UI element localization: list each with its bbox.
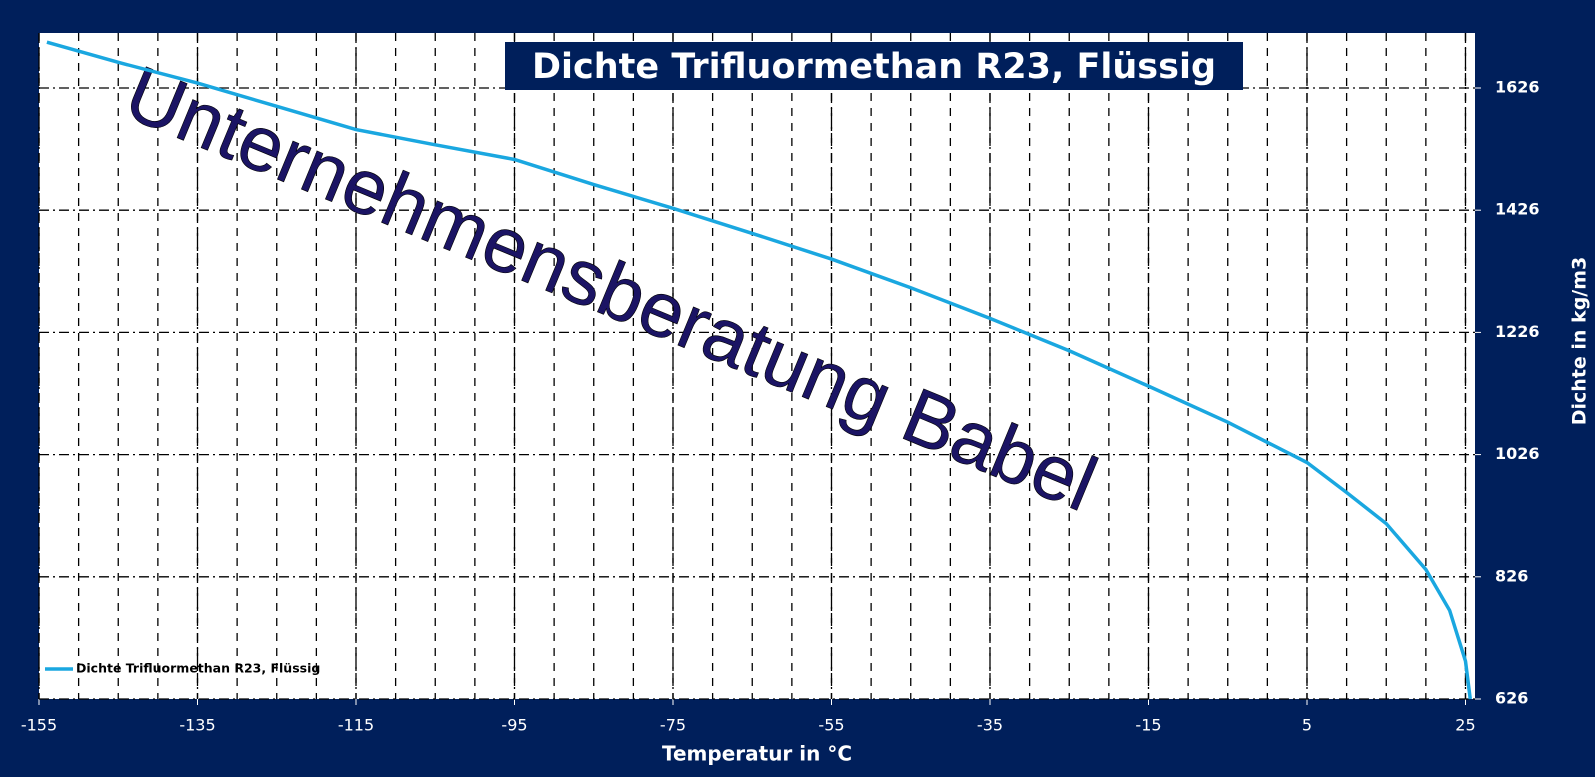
y-tick-label: 1426 xyxy=(1495,200,1540,219)
x-tick-label: -135 xyxy=(179,716,215,735)
y-tick-label: 826 xyxy=(1495,566,1528,585)
y-tick-label: 626 xyxy=(1495,689,1528,708)
plot-area xyxy=(39,33,1475,699)
x-tick-label: -115 xyxy=(338,716,374,735)
x-axis-label: Temperatur in °C xyxy=(662,742,852,766)
x-tick-label: -35 xyxy=(977,716,1003,735)
x-tick-label: 5 xyxy=(1302,716,1312,735)
y-tick-label: 1026 xyxy=(1495,444,1540,463)
y-axis-label: Dichte in kg/m3 xyxy=(1569,257,1591,426)
x-tick-label: -55 xyxy=(818,716,844,735)
y-tick-label: 1626 xyxy=(1495,77,1540,96)
x-tick-label: -15 xyxy=(1135,716,1161,735)
chart-title: Dichte Trifluormethan R23, Flüssig xyxy=(532,47,1216,87)
x-tick-label: -95 xyxy=(501,716,527,735)
x-tick-label: -155 xyxy=(21,716,57,735)
x-tick-label: 25 xyxy=(1455,716,1475,735)
legend-label: Dichte Trifluormethan R23, Flüssig xyxy=(76,661,320,676)
y-tick-label: 1226 xyxy=(1495,322,1540,341)
x-tick-label: -75 xyxy=(660,716,686,735)
title-box xyxy=(505,42,1243,90)
data-line xyxy=(46,40,1472,700)
